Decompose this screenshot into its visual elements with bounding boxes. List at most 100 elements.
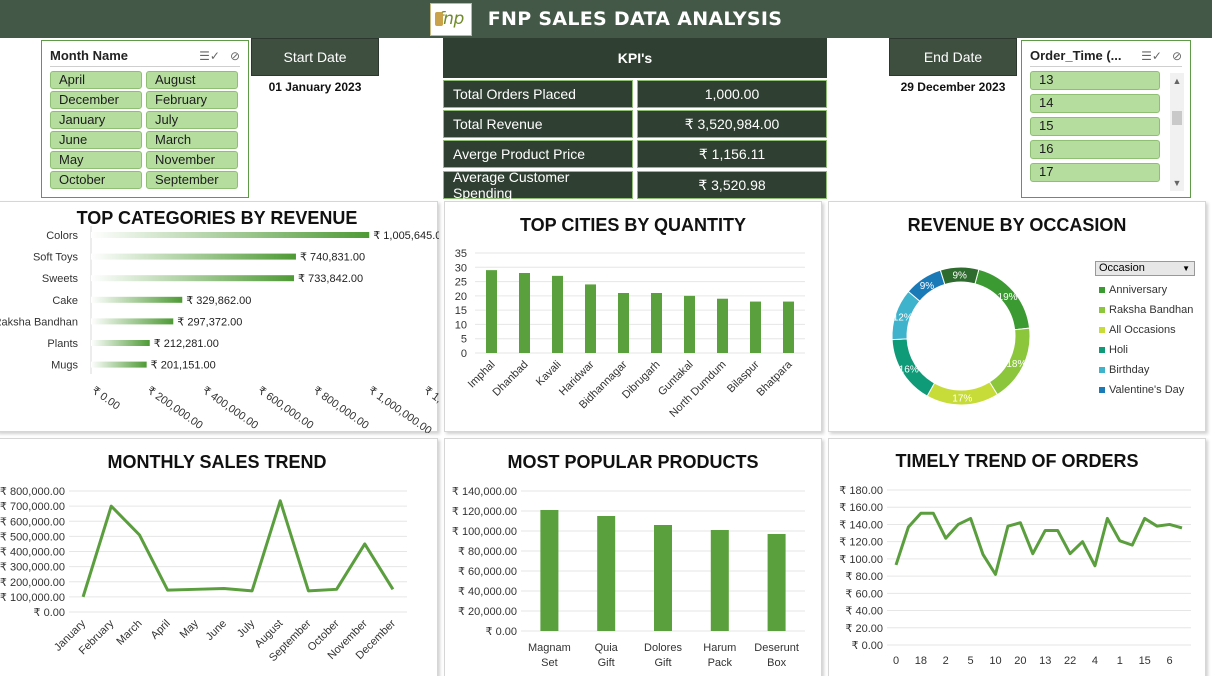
popular-products-panel: MOST POPULAR PRODUCTS ₹ 0.00 ₹ 20,000.00 ₹…: [444, 438, 822, 676]
tick-label: ₹ 0.00: [34, 607, 65, 619]
order-time-item[interactable]: 15: [1030, 117, 1160, 136]
tick-label: 22: [1064, 655, 1076, 667]
bar: [91, 253, 296, 260]
bar: [519, 273, 530, 353]
month-item-october[interactable]: October: [50, 171, 142, 189]
start-date-button[interactable]: Start Date: [251, 38, 379, 76]
end-date-value: 29 December 2023: [900, 80, 1006, 94]
tick-label: Magnam: [528, 642, 571, 654]
tick-label: 4: [1092, 655, 1098, 667]
tick-label: Box: [767, 657, 786, 669]
tick-label: 15: [455, 305, 467, 317]
legend-label: Holi: [1109, 344, 1128, 356]
month-item-june[interactable]: June: [50, 131, 142, 149]
month-slicer-header: Month Name ☰✓ ⊘: [50, 45, 240, 67]
title-bar: fnp FNP SALES DATA ANALYSIS: [0, 0, 1212, 38]
tick-label: 1: [1117, 655, 1123, 667]
kpi-value-avg-price: ₹ 1,156.11: [637, 140, 827, 168]
tick-label: ₹ 160.00: [839, 502, 883, 514]
tick-label: Imphal: [466, 359, 498, 391]
order-time-item[interactable]: 16: [1030, 140, 1160, 159]
month-item-january[interactable]: January: [50, 111, 142, 129]
order-time-slicer: Order_Time (... ☰✓ ⊘ 13 14 15 16 17 ▲ ▼: [1021, 40, 1191, 198]
tick-label: ₹ 80,000.00: [458, 546, 517, 558]
month-item-august[interactable]: August: [146, 71, 238, 89]
month-item-july[interactable]: July: [146, 111, 238, 129]
scroll-up-icon[interactable]: ▲: [1172, 76, 1182, 86]
tick-label: 35: [455, 248, 467, 260]
month-item-november[interactable]: November: [146, 151, 238, 169]
tick-label: Raksha Bandhan: [0, 316, 78, 328]
clear-filter-icon[interactable]: ⊘: [1171, 48, 1182, 63]
month-item-february[interactable]: February: [146, 91, 238, 109]
legend-swatch: [1099, 287, 1105, 293]
bar: [91, 318, 174, 325]
legend-swatch: [1099, 367, 1105, 373]
scroll-down-icon[interactable]: ▼: [1172, 178, 1182, 188]
bar: [750, 301, 761, 353]
data-label: 12%: [893, 312, 913, 323]
kpi-value-avg-spending: ₹ 3,520.98: [637, 171, 827, 199]
kpi-label-avg-price: Averge Product Price: [443, 140, 633, 168]
tick-label: ₹ 600,000.00: [0, 516, 65, 528]
tick-label: 18: [915, 655, 927, 667]
tick-label: Harum: [703, 642, 736, 654]
month-item-april[interactable]: April: [50, 71, 142, 89]
tick-label: Colors: [46, 230, 78, 242]
data-label: 18%: [1006, 359, 1026, 370]
tick-label: 10: [455, 319, 467, 331]
tick-label: 15: [1139, 655, 1151, 667]
kpi-label-total-orders: Total Orders Placed: [443, 80, 633, 108]
multi-select-icon[interactable]: ☰✓: [199, 48, 220, 63]
month-item-march[interactable]: March: [146, 131, 238, 149]
chevron-down-icon: ▼: [1182, 264, 1190, 273]
tick-label: Dolores: [644, 642, 682, 654]
legend-swatch: [1099, 387, 1105, 393]
series-line: [81, 499, 395, 598]
bar: [783, 301, 794, 353]
chart-title: MOST POPULAR PRODUCTS: [507, 452, 759, 472]
occasion-filter-dropdown[interactable]: Occasion ▼: [1095, 261, 1195, 276]
end-date-button[interactable]: End Date: [889, 38, 1017, 76]
month-item-september[interactable]: September: [146, 171, 238, 189]
tick-label: ₹ 200,000.00: [145, 385, 205, 432]
order-time-item[interactable]: 17: [1030, 163, 1160, 182]
tick-label: ₹ 800,000.00: [0, 486, 65, 498]
tick-label: ₹ 400,000.00: [0, 547, 65, 559]
tick-label: ₹ 200,000.00: [0, 577, 65, 589]
tick-label: Dhanbad: [491, 359, 531, 399]
data-label: ₹ 297,372.00: [177, 316, 242, 328]
order-time-item[interactable]: 13: [1030, 71, 1160, 90]
tick-label: Plants: [47, 338, 78, 350]
tick-label: Quia: [595, 642, 619, 654]
tick-label: Deserunt: [754, 642, 799, 654]
scroll-thumb[interactable]: [1172, 111, 1182, 125]
bar: [585, 284, 596, 353]
data-label: 9%: [952, 271, 967, 282]
month-item-may[interactable]: May: [50, 151, 142, 169]
tick-label: Gift: [654, 657, 671, 669]
bar: [767, 534, 786, 631]
tick-label: April: [149, 618, 173, 642]
multi-select-icon[interactable]: ☰✓: [1141, 48, 1162, 63]
bar: [654, 525, 672, 631]
chart-svg: 19% 18% 17% 16% 12% 9% 9%: [891, 266, 1031, 406]
order-time-item[interactable]: 14: [1030, 94, 1160, 113]
bar: [684, 295, 695, 353]
legend-title: Occasion: [1099, 262, 1145, 274]
occasion-legend: Occasion ▼ Anniversary Raksha Bandhan All …: [1095, 261, 1195, 396]
order-time-slicer-header: Order_Time (... ☰✓ ⊘: [1030, 45, 1182, 67]
gift-icon: [434, 11, 443, 26]
month-item-december[interactable]: December: [50, 91, 142, 109]
tick-label: 0: [893, 655, 899, 667]
kpi-value-total-orders: 1,000.00: [637, 80, 827, 108]
monthly-sales-panel: MONTHLY SALES TREND ₹ 0.00 ₹ 100,000.00 ₹ …: [0, 438, 438, 676]
chart-title: TIMELY TREND OF ORDERS: [895, 451, 1139, 471]
tick-label: ₹ 0.00: [486, 626, 517, 638]
clear-filter-icon[interactable]: ⊘: [229, 48, 240, 63]
tick-label: ₹ 140.00: [839, 519, 883, 531]
legend-label: Birthday: [1109, 364, 1150, 376]
kpi-value-total-revenue: ₹ 3,520,984.00: [637, 110, 827, 138]
slicer-scrollbar[interactable]: ▲ ▼: [1170, 73, 1184, 191]
